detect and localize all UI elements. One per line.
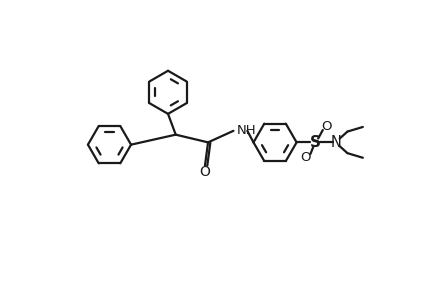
Text: N: N (330, 135, 341, 150)
Text: O: O (200, 165, 210, 179)
Text: O: O (321, 120, 332, 133)
Text: S: S (310, 135, 321, 150)
Text: NH: NH (237, 124, 256, 137)
Text: O: O (300, 151, 310, 164)
